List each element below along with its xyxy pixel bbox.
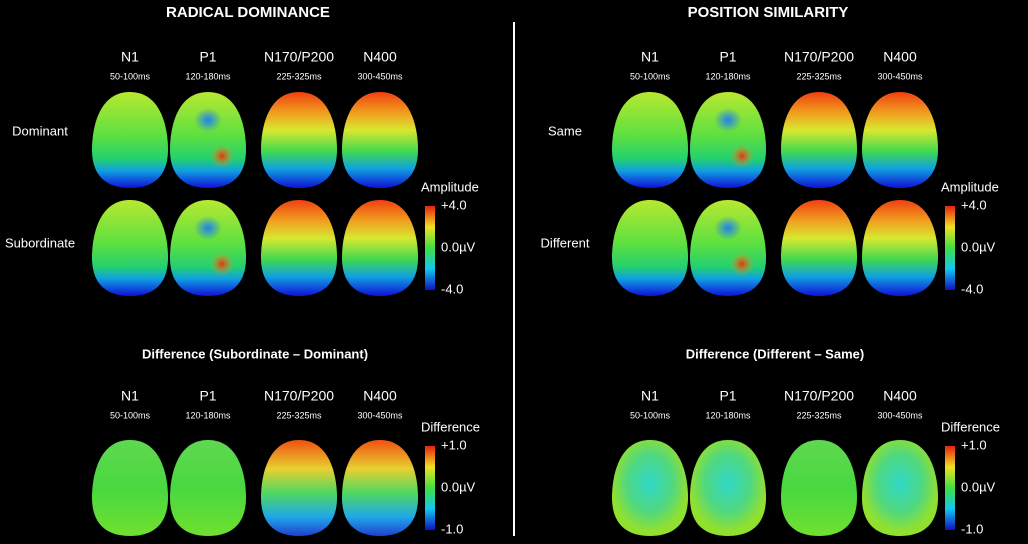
topo-map xyxy=(342,92,418,188)
panel: POSITION SIMILARITY N1 50-100ms P1 120-180ms… xyxy=(541,4,1000,536)
topo-spot xyxy=(714,108,742,132)
condition-label: Dominant xyxy=(12,123,68,138)
scale-label: -1.0 xyxy=(961,521,983,536)
topo-spot xyxy=(714,216,742,240)
condition-label: Different xyxy=(541,235,590,250)
component-name: P1 xyxy=(199,49,216,65)
scale-title: Difference xyxy=(421,419,480,434)
topo-spot xyxy=(730,252,754,276)
panel-title: RADICAL DOMINANCE xyxy=(166,4,330,21)
time-window: 50-100ms xyxy=(110,71,151,81)
time-window: 225-325ms xyxy=(796,410,842,420)
topo-map xyxy=(781,440,857,536)
color-bar xyxy=(425,206,435,290)
color-bar xyxy=(945,206,955,290)
component-name: N400 xyxy=(363,49,397,65)
component-name: N170/P200 xyxy=(784,49,854,65)
time-window: 50-100ms xyxy=(110,410,151,420)
scale-title: Amplitude xyxy=(421,179,479,194)
topo-map xyxy=(862,200,938,296)
scale-label: 0.0µV xyxy=(961,239,996,254)
scale-label: -4.0 xyxy=(441,281,463,296)
time-window: 120-180ms xyxy=(705,71,751,81)
time-window: 300-450ms xyxy=(877,71,923,81)
scale-label: +1.0 xyxy=(441,437,467,452)
topo-spot xyxy=(210,252,234,276)
component-name: P1 xyxy=(719,49,736,65)
time-window: 50-100ms xyxy=(630,410,671,420)
topo-map xyxy=(612,440,688,536)
topo-map xyxy=(862,92,938,188)
component-name: N170/P200 xyxy=(264,49,334,65)
scale-label: +4.0 xyxy=(441,197,467,212)
topo-spot xyxy=(194,216,222,240)
topo-map xyxy=(92,200,168,296)
topo-map xyxy=(170,92,246,188)
color-bar xyxy=(945,446,955,530)
scale-label: +1.0 xyxy=(961,437,987,452)
time-window: 300-450ms xyxy=(877,410,923,420)
panel: RADICAL DOMINANCE N1 50-100ms P1 120-180ms N1… xyxy=(5,4,480,536)
topo-map xyxy=(342,440,418,536)
component-name: N1 xyxy=(121,49,139,65)
topo-map xyxy=(170,200,246,296)
topo-map xyxy=(92,92,168,188)
topo-spot xyxy=(730,144,754,168)
panel-title: POSITION SIMILARITY xyxy=(688,4,849,21)
component-name: N1 xyxy=(641,388,659,404)
topo-map xyxy=(862,440,938,536)
time-window: 225-325ms xyxy=(276,410,322,420)
time-window: 300-450ms xyxy=(357,71,403,81)
time-window: 300-450ms xyxy=(357,410,403,420)
topo-spot xyxy=(194,108,222,132)
time-window: 120-180ms xyxy=(185,410,231,420)
scale-label: +4.0 xyxy=(961,197,987,212)
condition-label: Same xyxy=(548,123,582,138)
scale-label: -4.0 xyxy=(961,281,983,296)
component-name: P1 xyxy=(719,388,736,404)
scale-label: 0.0µV xyxy=(441,479,476,494)
color-bar xyxy=(425,446,435,530)
topo-map xyxy=(690,440,766,536)
topo-map xyxy=(261,92,337,188)
time-window: 225-325ms xyxy=(796,71,842,81)
component-name: N170/P200 xyxy=(264,388,334,404)
scale-title: Difference xyxy=(941,419,1000,434)
topo-map xyxy=(690,92,766,188)
time-window: 120-180ms xyxy=(705,410,751,420)
topo-map xyxy=(261,440,337,536)
scale-label: 0.0µV xyxy=(961,479,996,494)
component-name: N1 xyxy=(641,49,659,65)
topo-map xyxy=(170,440,246,536)
topo-map xyxy=(690,200,766,296)
component-name: N400 xyxy=(883,49,917,65)
component-name: N400 xyxy=(363,388,397,404)
scale-label: 0.0µV xyxy=(441,239,476,254)
topo-map xyxy=(781,92,857,188)
topo-map xyxy=(261,200,337,296)
topo-spot xyxy=(210,144,234,168)
topo-map xyxy=(612,92,688,188)
topo-map xyxy=(612,200,688,296)
component-name: P1 xyxy=(199,388,216,404)
time-window: 120-180ms xyxy=(185,71,231,81)
component-name: N1 xyxy=(121,388,139,404)
topo-map xyxy=(781,200,857,296)
scale-label: -1.0 xyxy=(441,521,463,536)
time-window: 225-325ms xyxy=(276,71,322,81)
time-window: 50-100ms xyxy=(630,71,671,81)
component-name: N170/P200 xyxy=(784,388,854,404)
condition-label: Subordinate xyxy=(5,235,75,250)
scale-title: Amplitude xyxy=(941,179,999,194)
component-name: N400 xyxy=(883,388,917,404)
difference-title: Difference (Different – Same) xyxy=(686,346,864,361)
topo-map xyxy=(342,200,418,296)
topo-map xyxy=(92,440,168,536)
difference-title: Difference (Subordinate – Dominant) xyxy=(142,346,368,361)
